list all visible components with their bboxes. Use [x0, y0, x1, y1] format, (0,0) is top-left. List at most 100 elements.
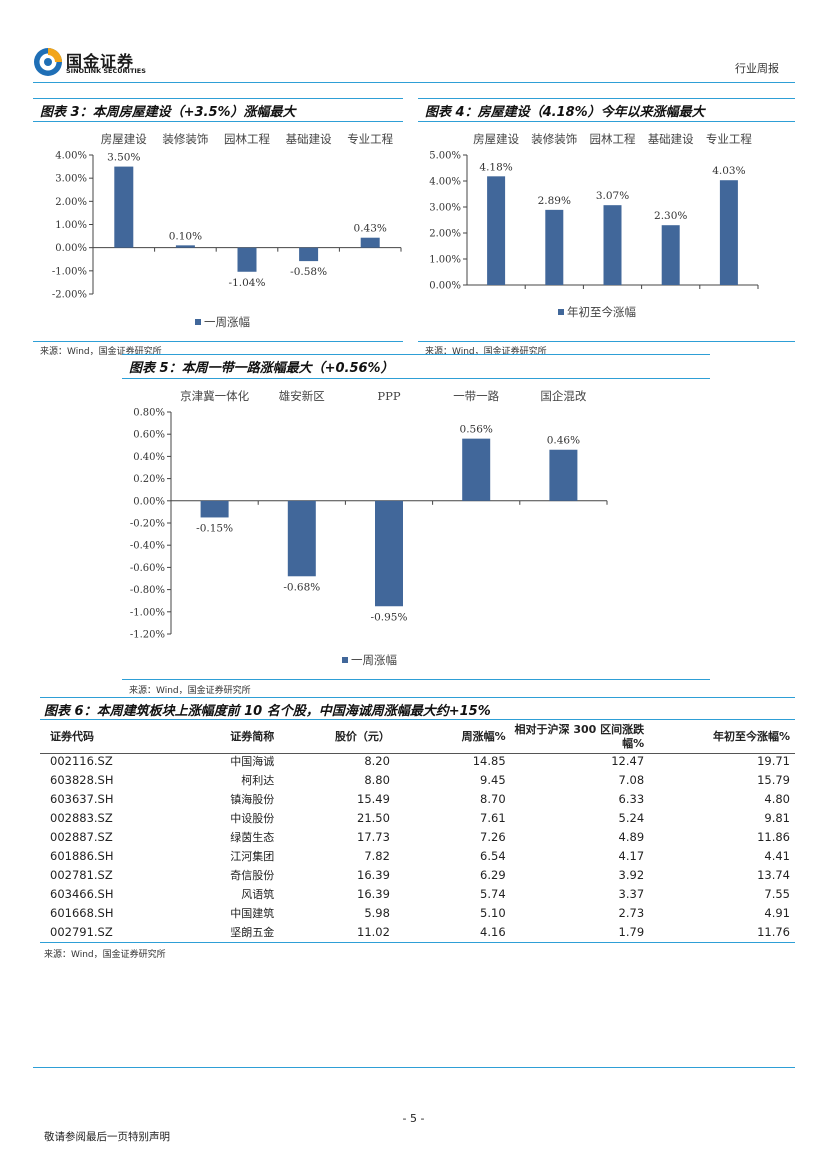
- stock-table: 证券代码 证券简称 股价（元） 周涨幅% 相对于沪深 300 区间涨跌幅% 年初…: [46, 722, 794, 942]
- y-tick-label: -0.80%: [130, 585, 165, 596]
- table-cell: 15.49: [357, 792, 390, 806]
- fig5-title: 图表 5：本周一带一路涨幅最大（+0.56%）: [129, 361, 394, 376]
- bar: [719, 180, 738, 285]
- table-cell: 绿茵生态: [230, 831, 275, 844]
- table-cell: 5.74: [480, 887, 506, 901]
- y-tick-label: 2.00%: [429, 229, 461, 240]
- category-label: 房屋建设: [473, 132, 519, 146]
- chart-fig5: 0.80% 0.60% 0.40% 0.20% 0.00% -0.20% -0.40% -0.…: [130, 389, 608, 667]
- table-row: 002887.SZ 绿茵生态 17.73 7.26 4.89 11.86: [46, 828, 794, 847]
- fig3-title: 图表 3：本周房屋建设（+3.5%）涨幅最大: [40, 105, 296, 120]
- legend-swatch: [558, 309, 564, 315]
- table-cell: 6.29: [480, 868, 506, 882]
- category-label: 园林工程: [590, 132, 636, 146]
- col-header-week-change: 周涨幅%: [461, 730, 506, 743]
- y-tick-label: 0.40%: [133, 452, 165, 463]
- table-cell: 601668.SH: [50, 906, 114, 920]
- fig5-bottom-rule: [122, 679, 710, 680]
- bar: [299, 247, 319, 262]
- category-label: 装修装饰: [162, 132, 208, 146]
- header-rule: [33, 82, 795, 83]
- table-cell: 1.79: [618, 925, 645, 939]
- table-cell: 603637.SH: [50, 792, 114, 806]
- table-cell: 坚朗五金: [230, 926, 275, 939]
- table-cell: 奇信股份: [230, 869, 275, 882]
- data-label: 2.89%: [538, 195, 571, 207]
- bar: [114, 166, 134, 248]
- company-logo: [33, 47, 63, 77]
- table-cell: 11.86: [757, 830, 790, 844]
- fig5-source: 来源：Wind，国金证券研究所: [129, 686, 251, 696]
- y-tick-label: 4.00%: [55, 151, 87, 162]
- y-tick-label: -1.00%: [130, 607, 165, 618]
- col-header-ytd-change: 年初至今涨幅%: [712, 730, 790, 743]
- table-row: 002781.SZ 奇信股份 16.39 6.29 3.92 13.74: [46, 866, 794, 885]
- fig3-title-rule: [33, 121, 403, 122]
- table-cell: 4.89: [618, 830, 645, 844]
- y-tick-label: 5.00%: [429, 151, 461, 162]
- table-cell: 7.26: [480, 830, 506, 844]
- y-tick-label: 0.00%: [133, 496, 165, 507]
- table-row: 603466.SH 风语筑 16.39 5.74 3.37 7.55: [46, 885, 794, 904]
- bar: [487, 176, 506, 285]
- table-cell: 中设股份: [230, 812, 275, 825]
- legend-label: 一周涨幅: [204, 315, 250, 329]
- y-tick-label: -0.20%: [130, 519, 165, 530]
- table-cell: 中国建筑: [230, 907, 275, 920]
- col-header-price: 股价（元）: [334, 730, 390, 743]
- y-tick-label: -1.20%: [130, 630, 165, 641]
- table-cell: 4.41: [764, 849, 790, 863]
- table-cell: 9.45: [480, 773, 506, 787]
- logo-mark-icon: [34, 48, 62, 76]
- category-label: 专业工程: [347, 132, 393, 146]
- table-cell: 11.02: [357, 925, 390, 939]
- data-label: -0.15%: [196, 522, 233, 534]
- y-tick-label: -0.60%: [130, 563, 165, 574]
- y-tick-label: 0.80%: [133, 408, 165, 419]
- table-cell: 2.73: [618, 906, 645, 920]
- table-cell: 16.39: [357, 887, 390, 901]
- page-number: - 5 -: [402, 1112, 425, 1125]
- table-cell: 7.61: [480, 811, 506, 825]
- table-cell: 603828.SH: [50, 773, 114, 787]
- fig5-top-rule: [122, 354, 710, 355]
- table6-bottom-rule: [40, 942, 795, 943]
- logo-cn: 国金证券: [66, 52, 135, 71]
- data-label: 0.46%: [547, 435, 580, 447]
- y-tick-label: 1.00%: [429, 255, 461, 266]
- table-cell: 6.54: [480, 849, 506, 863]
- table6-title: 图表 6：本周建筑板块上涨幅度前 10 名个股，中国海诚周涨幅最大约+15%: [44, 704, 491, 719]
- category-label: 房屋建设: [101, 132, 147, 146]
- category-label: PPP: [377, 389, 400, 403]
- legend-swatch: [195, 319, 201, 325]
- table-cell: 13.74: [757, 868, 790, 882]
- bar: [287, 500, 316, 577]
- table6-top-rule: [40, 697, 795, 698]
- footer-disclaimer: 敬请参阅最后一页特别声明: [44, 1131, 170, 1143]
- table6-header-rule: [40, 753, 795, 754]
- legend-label: 一周涨幅: [351, 653, 397, 667]
- data-label: 4.18%: [479, 161, 512, 173]
- bar: [545, 209, 564, 285]
- category-label: 园林工程: [224, 132, 270, 146]
- table-cell: 6.33: [618, 792, 645, 806]
- bar: [175, 245, 195, 248]
- y-tick-label: 4.00%: [429, 177, 461, 188]
- table-cell: 8.80: [364, 773, 390, 787]
- legend-label: 年初至今涨幅: [567, 305, 636, 319]
- table-cell: 5.10: [480, 906, 506, 920]
- table-cell: 21.50: [357, 811, 390, 825]
- y-tick-label: -0.40%: [130, 541, 165, 552]
- bar: [375, 500, 403, 607]
- table-cell: 002887.SZ: [50, 830, 113, 844]
- y-tick-label: 0.00%: [55, 243, 87, 254]
- y-tick-label: 3.00%: [55, 174, 87, 185]
- table-cell: 601886.SH: [50, 849, 114, 863]
- data-label: -1.04%: [229, 277, 266, 289]
- table-row: 603637.SH 镇海股份 15.49 8.70 6.33 4.80: [46, 790, 794, 809]
- table-cell: 002781.SZ: [50, 868, 113, 882]
- fig4-title: 图表 4：房屋建设（4.18%）今年以来涨幅最大: [425, 105, 705, 120]
- category-label: 基础建设: [648, 132, 694, 146]
- table-cell: 中国海诚: [230, 755, 275, 768]
- table-cell: 3.92: [618, 868, 645, 882]
